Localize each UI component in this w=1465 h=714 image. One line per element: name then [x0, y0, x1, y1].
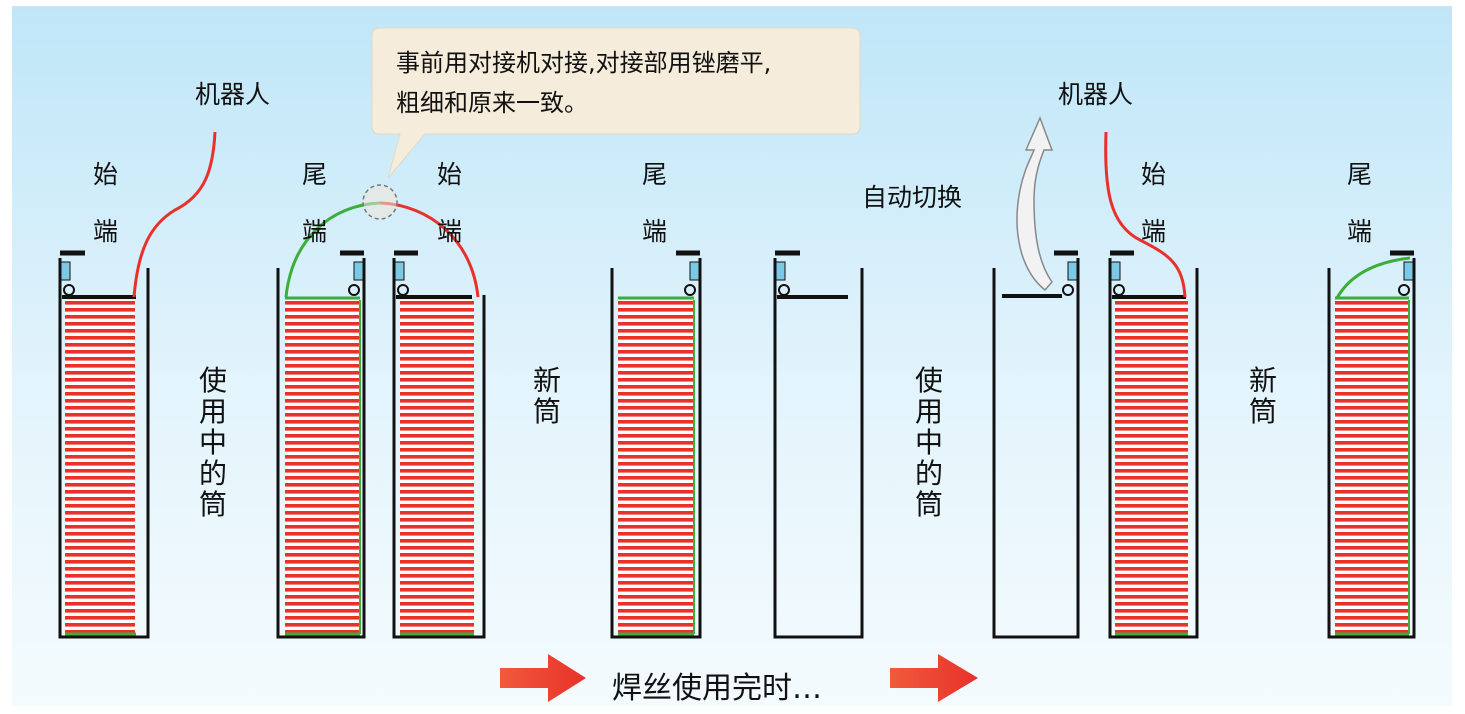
auto-switch-label: 自动切换 — [862, 183, 962, 212]
start-tip-3: 端 — [1141, 217, 1166, 246]
end-tip-2: 端 — [642, 217, 667, 246]
in-use-label-left: 使用中的筒 — [199, 364, 227, 521]
start-label-2: 始 — [437, 160, 462, 189]
vertical-label-char: 筒 — [1249, 395, 1277, 428]
end-label-2: 尾 — [642, 160, 667, 189]
drum-in-use-left — [58, 250, 150, 639]
drum-right-end — [1327, 250, 1416, 639]
caption-row: 焊丝使用完时… — [500, 654, 978, 706]
arrow-right — [890, 654, 978, 702]
vertical-label-char: 筒 — [199, 488, 227, 521]
wire-arc-right — [1335, 256, 1411, 299]
coil — [618, 300, 693, 634]
robot-label-left: 机器人 — [195, 80, 270, 109]
vertical-label-char: 用 — [199, 395, 227, 428]
drum-new-start — [392, 250, 486, 639]
vertical-label-char: 中 — [915, 426, 943, 459]
drum-end-left — [276, 250, 366, 639]
drum-new-end — [610, 250, 702, 639]
start-tip-1: 端 — [93, 217, 118, 246]
callout: 事前用对接机对接,对接部用锉磨平, 粗细和原来一致。 — [371, 27, 861, 179]
end-label-3: 尾 — [1347, 160, 1372, 189]
new-label-left: 新筒 — [533, 364, 561, 428]
vertical-label-char: 用 — [915, 395, 943, 428]
vertical-label-char: 的 — [915, 457, 943, 490]
joint-highlight — [362, 184, 398, 220]
start-label-3: 始 — [1141, 160, 1166, 189]
vertical-label-char: 使 — [915, 364, 943, 397]
coil — [1335, 300, 1409, 634]
end-tip-3: 端 — [1347, 217, 1372, 246]
coil — [65, 300, 135, 634]
callout-line2: 粗细和原来一致。 — [396, 89, 588, 117]
vertical-label-char: 中 — [199, 426, 227, 459]
robot-wire-left — [132, 131, 217, 298]
vertical-label-char: 新 — [1249, 364, 1277, 397]
coil — [1115, 300, 1188, 634]
drum-empty — [773, 250, 1080, 639]
vertical-label-char: 筒 — [915, 488, 943, 521]
vertical-label-char: 的 — [199, 457, 227, 490]
start-tip-2: 端 — [437, 217, 462, 246]
start-label-1: 始 — [93, 160, 118, 189]
new-label-right: 新筒 — [1249, 364, 1277, 428]
drum-right-start — [1108, 250, 1199, 639]
auto-switch-arrow — [1016, 116, 1054, 292]
vertical-label-char: 筒 — [533, 395, 561, 428]
end-tip-1: 端 — [302, 217, 327, 246]
arrow-left — [500, 654, 586, 702]
robot-wire-right — [1104, 131, 1187, 298]
end-label-1: 尾 — [302, 160, 327, 189]
vertical-label-char: 使 — [199, 364, 227, 397]
caption: 焊丝使用完时… — [612, 671, 822, 706]
vertical-label-char: 新 — [533, 364, 561, 397]
coil — [285, 300, 359, 634]
in-use-label-mid: 使用中的筒 — [915, 364, 943, 521]
callout-line1: 事前用对接机对接,对接部用锉磨平, — [396, 49, 771, 77]
coil — [400, 300, 474, 634]
robot-label-right: 机器人 — [1058, 80, 1133, 109]
